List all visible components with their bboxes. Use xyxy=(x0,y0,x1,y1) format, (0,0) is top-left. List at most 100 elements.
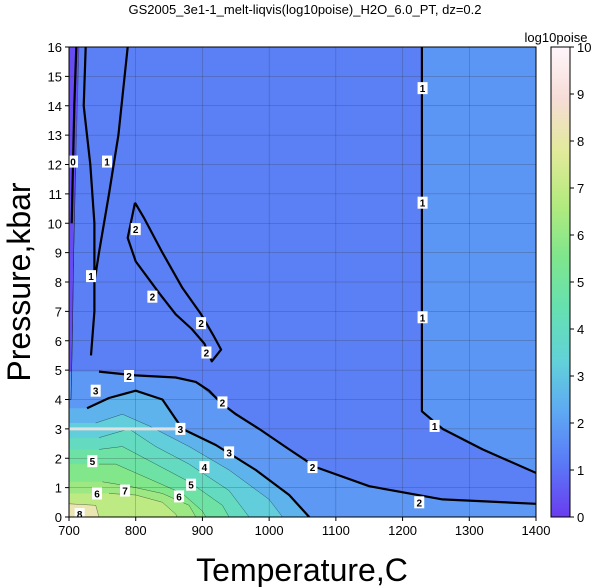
minor-contour-8 xyxy=(69,463,207,517)
colorbar-tick-label: 1 xyxy=(577,463,584,478)
contour-label-1: 1 xyxy=(429,419,440,433)
contour-label-1: 1 xyxy=(417,82,428,95)
y-tick-label: 8 xyxy=(55,275,62,290)
x-tick-label: 1100 xyxy=(322,523,350,538)
y-tick-label: 12 xyxy=(48,158,62,173)
colorbar-tick-label: 2 xyxy=(577,416,584,431)
svg-text:1: 1 xyxy=(432,422,438,433)
contour-label-3: 3 xyxy=(224,446,235,459)
svg-text:2: 2 xyxy=(126,372,132,383)
svg-text:4: 4 xyxy=(202,463,208,474)
colorbar-tick-label: 7 xyxy=(577,181,584,196)
y-tick-label: 6 xyxy=(55,334,62,349)
major-contour-1 xyxy=(420,47,536,474)
contour-label-2: 2 xyxy=(147,290,158,304)
contour-label-2: 2 xyxy=(201,346,212,360)
x-tick-label: 1200 xyxy=(388,523,417,538)
y-tick-label: 15 xyxy=(48,69,62,84)
contour-label-3: 3 xyxy=(175,422,186,436)
colorbar-tick-label: 0 xyxy=(577,510,584,525)
colorbar-tick-label: 8 xyxy=(577,134,584,149)
y-tick-label: 1 xyxy=(55,481,62,496)
svg-text:2: 2 xyxy=(416,498,422,509)
contour-label-4: 4 xyxy=(199,461,210,474)
x-tick-label: 1400 xyxy=(522,523,551,538)
contour-label-1: 1 xyxy=(417,311,428,324)
colorbar-tick-label: 3 xyxy=(577,369,584,384)
colorbar-label: log10poise xyxy=(525,30,588,45)
contour-label-2: 2 xyxy=(307,461,318,474)
contour-label-2: 2 xyxy=(130,223,141,236)
contour-zone-2 xyxy=(421,47,536,473)
y-tick-label: 9 xyxy=(55,246,62,261)
y-tick-label: 13 xyxy=(48,128,62,143)
contour-label-8: 8 xyxy=(74,508,85,521)
y-tick-label: 2 xyxy=(55,451,62,466)
colorbar-scale xyxy=(550,46,571,518)
x-tick-label: 700 xyxy=(58,523,80,538)
major-contour-0 xyxy=(70,47,78,224)
y-tick-label: 14 xyxy=(48,99,62,114)
y-tick-label: 11 xyxy=(49,187,63,202)
contour-label-6: 6 xyxy=(92,487,103,501)
x-tick-label: 1000 xyxy=(255,523,284,538)
major-contour-2 xyxy=(98,370,536,505)
contour-label-1: 1 xyxy=(102,155,113,169)
colorbar-tick-label: 5 xyxy=(577,275,584,290)
svg-text:1: 1 xyxy=(420,313,426,324)
contour-label-5: 5 xyxy=(87,455,98,468)
x-tick-label: 800 xyxy=(125,523,147,538)
svg-text:1: 1 xyxy=(104,158,110,169)
contour-label-2: 2 xyxy=(414,496,425,509)
svg-text:6: 6 xyxy=(94,490,100,501)
y-tick-label: 0 xyxy=(55,510,62,525)
contour-label-1: 1 xyxy=(86,270,97,283)
colorbar-tick-label: 9 xyxy=(577,87,584,102)
major-contour-1 xyxy=(93,47,129,283)
minor-contour-10 xyxy=(69,493,178,517)
contour-label-7: 7 xyxy=(120,484,131,498)
svg-text:8: 8 xyxy=(77,510,83,521)
contour-label-5: 5 xyxy=(186,478,197,492)
chart-title: GS2005_3e1-1_melt-liqvis(log10poise)_H2O… xyxy=(128,2,481,17)
contour-label-0: 0 xyxy=(69,155,79,169)
svg-text:1: 1 xyxy=(88,272,94,283)
major-contour-1 xyxy=(82,47,96,356)
contour-label-2: 2 xyxy=(124,370,135,383)
y-tick-label: 3 xyxy=(55,422,62,437)
svg-text:2: 2 xyxy=(133,225,139,236)
minor-contour-11 xyxy=(69,503,100,517)
svg-text:2: 2 xyxy=(310,463,316,474)
svg-text:5: 5 xyxy=(90,457,96,468)
major-contour-2 xyxy=(126,202,223,363)
x-axis-ticks: 700 800 900 1000 1100 1200 1300 1400 xyxy=(58,517,550,538)
x-tick-label: 900 xyxy=(192,523,214,538)
major-contours xyxy=(70,47,536,517)
y-axis-label: Pressure,kbar xyxy=(1,182,37,382)
svg-text:3: 3 xyxy=(178,425,184,436)
svg-text:0: 0 xyxy=(70,158,76,169)
minor-contour-5 xyxy=(69,413,283,517)
y-tick-label: 16 xyxy=(48,40,62,55)
y-tick-label: 5 xyxy=(55,363,62,378)
y-tick-label: 7 xyxy=(55,304,62,319)
contour-label-2: 2 xyxy=(217,396,228,409)
contour-label-2: 2 xyxy=(196,317,207,330)
y-tick-label: 4 xyxy=(55,393,62,408)
colorbar: log10poise 0 1 2 3 4 5 6 7 8 9 10 xyxy=(525,30,592,525)
svg-text:3: 3 xyxy=(226,448,232,459)
svg-text:7: 7 xyxy=(122,487,128,498)
minor-contour-7 xyxy=(69,446,230,517)
grid-lines xyxy=(69,47,536,517)
svg-text:2: 2 xyxy=(198,319,204,330)
svg-text:2: 2 xyxy=(150,293,156,304)
svg-text:5: 5 xyxy=(188,481,194,492)
y-tick-label: 10 xyxy=(48,216,62,231)
svg-text:2: 2 xyxy=(204,349,210,360)
svg-text:6: 6 xyxy=(176,492,182,503)
svg-text:1: 1 xyxy=(420,199,426,210)
svg-text:1: 1 xyxy=(420,84,426,95)
